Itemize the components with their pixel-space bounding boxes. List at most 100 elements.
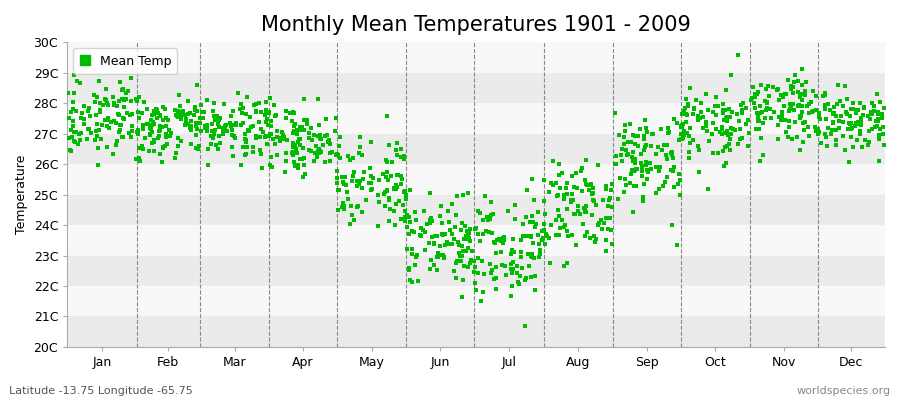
Point	[286, 149, 301, 156]
Point	[106, 102, 121, 108]
Point	[259, 106, 274, 113]
Point	[670, 120, 684, 126]
Point	[62, 135, 77, 142]
Point	[518, 322, 533, 329]
Bar	[68, 194, 885, 225]
Point	[535, 237, 549, 243]
Point	[457, 222, 472, 229]
Point	[398, 188, 412, 194]
Point	[770, 87, 785, 94]
Point	[302, 130, 317, 136]
Point	[341, 153, 356, 160]
Point	[157, 117, 171, 124]
Point	[387, 185, 401, 192]
Point	[163, 133, 177, 139]
Point	[66, 118, 80, 124]
Point	[527, 254, 542, 261]
Point	[116, 86, 130, 92]
Point	[364, 139, 378, 145]
Point	[401, 267, 416, 273]
Point	[509, 263, 524, 270]
Point	[170, 112, 184, 119]
Point	[73, 80, 87, 86]
Point	[279, 158, 293, 165]
Point	[106, 94, 121, 100]
Point	[249, 133, 264, 139]
Point	[616, 146, 630, 152]
Point	[462, 235, 476, 241]
Point	[795, 66, 809, 72]
Point	[526, 218, 540, 225]
Point	[189, 123, 203, 129]
Point	[238, 151, 253, 158]
Point	[436, 252, 450, 258]
Point	[713, 128, 727, 135]
Point	[486, 276, 500, 282]
Point	[122, 112, 137, 118]
Point	[204, 141, 219, 147]
Point	[691, 113, 706, 119]
Point	[176, 108, 190, 114]
Point	[351, 203, 365, 209]
Point	[364, 187, 379, 193]
Point	[362, 180, 376, 186]
Point	[838, 146, 852, 153]
Point	[838, 82, 852, 89]
Point	[513, 248, 527, 255]
Point	[652, 164, 667, 170]
Point	[564, 191, 579, 198]
Point	[304, 125, 319, 131]
Point	[718, 144, 733, 150]
Point	[231, 90, 246, 96]
Point	[371, 192, 385, 198]
Point	[676, 135, 690, 142]
Point	[206, 134, 220, 141]
Point	[464, 248, 479, 254]
Point	[206, 108, 220, 114]
Point	[796, 120, 811, 126]
Point	[486, 239, 500, 246]
Point	[497, 237, 511, 243]
Point	[667, 184, 681, 190]
Point	[559, 191, 573, 197]
Point	[533, 247, 547, 254]
Point	[683, 140, 698, 146]
Point	[450, 192, 464, 199]
Point	[759, 86, 773, 92]
Point	[481, 214, 495, 220]
Point	[793, 113, 807, 120]
Point	[455, 253, 470, 259]
Point	[68, 139, 82, 146]
Point	[782, 118, 796, 124]
Point	[814, 140, 828, 146]
Point	[218, 126, 232, 132]
Point	[169, 150, 184, 157]
Point	[543, 260, 557, 266]
Point	[754, 82, 769, 88]
Point	[844, 134, 859, 140]
Point	[337, 206, 351, 212]
Point	[459, 236, 473, 242]
Point	[598, 220, 612, 226]
Point	[397, 153, 411, 160]
Point	[93, 107, 107, 114]
Point	[423, 266, 437, 272]
Point	[682, 124, 697, 131]
Point	[264, 131, 278, 138]
Point	[225, 132, 239, 138]
Point	[290, 150, 304, 156]
Point	[420, 221, 435, 227]
Point	[155, 124, 169, 130]
Point	[528, 224, 543, 230]
Point	[871, 118, 886, 124]
Point	[311, 150, 326, 156]
Point	[433, 243, 447, 250]
Point	[542, 189, 556, 195]
Point	[537, 241, 552, 248]
Point	[809, 126, 824, 133]
Point	[875, 115, 889, 121]
Point	[378, 202, 392, 209]
Point	[552, 212, 566, 219]
Point	[145, 140, 159, 146]
Point	[850, 137, 864, 143]
